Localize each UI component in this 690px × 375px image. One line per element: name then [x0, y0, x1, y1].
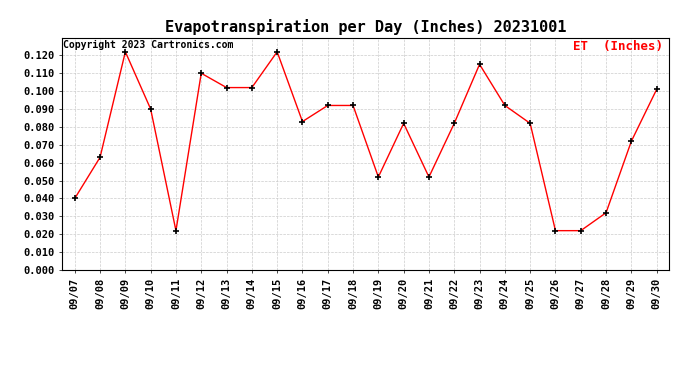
Text: Copyright 2023 Cartronics.com: Copyright 2023 Cartronics.com	[63, 40, 234, 50]
Text: ET  (Inches): ET (Inches)	[573, 40, 663, 53]
Title: Evapotranspiration per Day (Inches) 20231001: Evapotranspiration per Day (Inches) 2023…	[165, 19, 566, 35]
